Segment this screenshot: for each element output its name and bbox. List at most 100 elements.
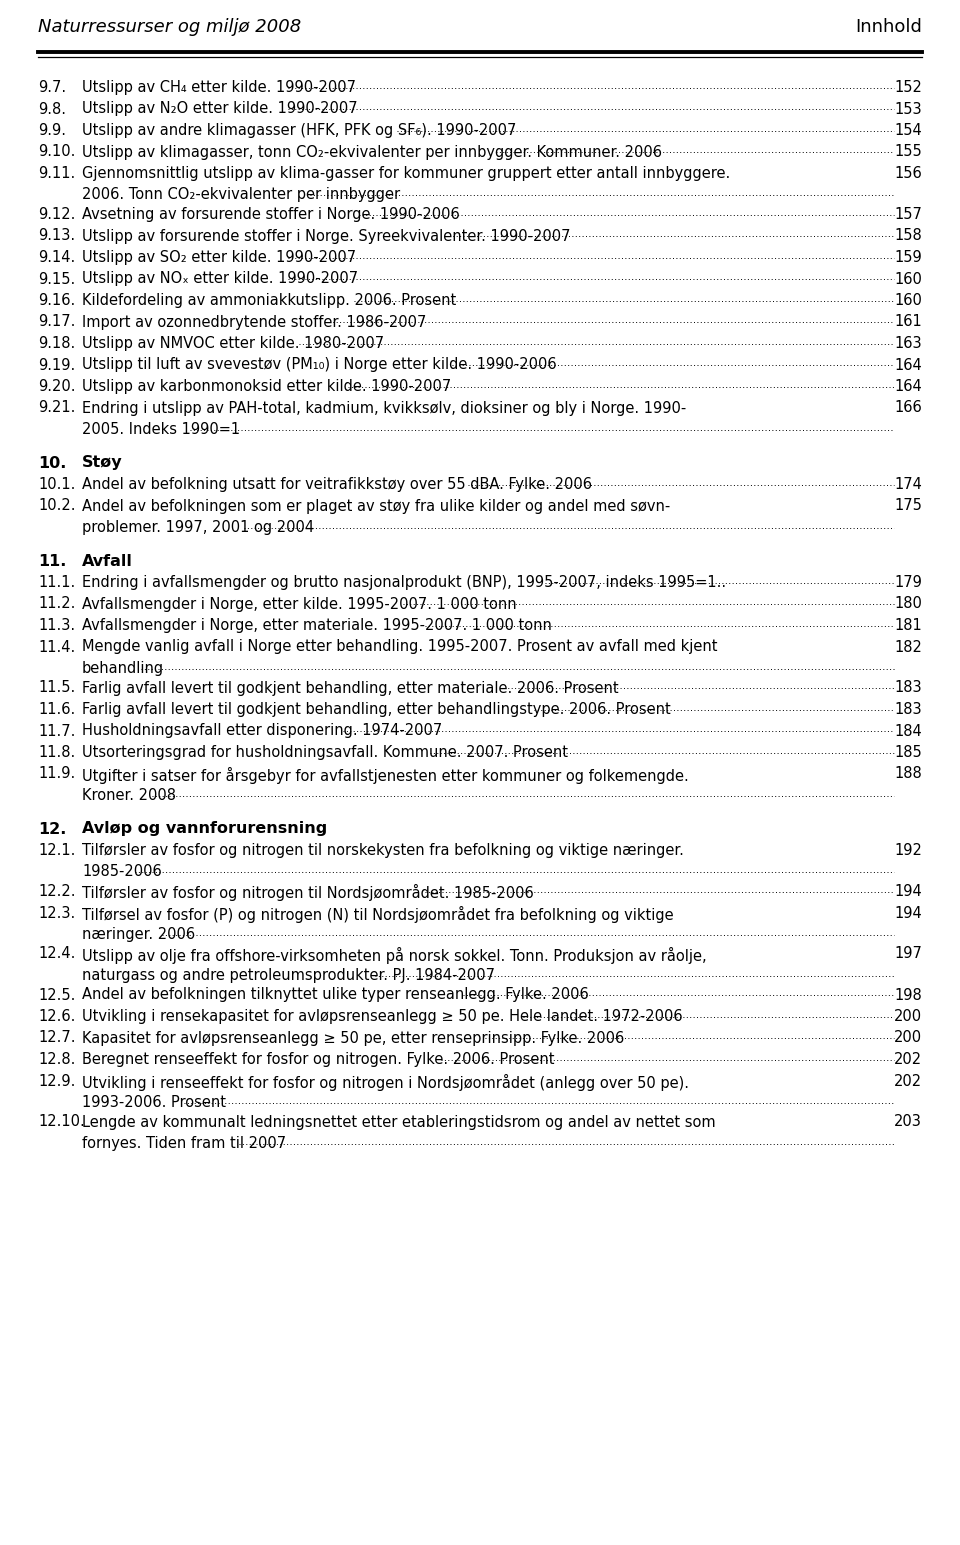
Text: Utslipp av N₂O etter kilde. 1990-2007: Utslipp av N₂O etter kilde. 1990-2007 — [82, 102, 358, 116]
Text: Andel av befolkningen som er plaget av støy fra ulike kilder og andel med søvn-: Andel av befolkningen som er plaget av s… — [82, 499, 670, 513]
Text: Mengde vanlig avfall i Norge etter behandling. 1995-2007. Prosent av avfall med : Mengde vanlig avfall i Norge etter behan… — [82, 640, 717, 655]
Text: Kroner. 2008: Kroner. 2008 — [82, 788, 176, 803]
Text: Støy: Støy — [82, 456, 123, 471]
Text: Avfallsmengder i Norge, etter materiale. 1995-2007. 1 000 tonn: Avfallsmengder i Norge, etter materiale.… — [82, 618, 552, 633]
Text: 11.6.: 11.6. — [38, 701, 75, 717]
Text: naturgass og andre petroleumsprodukter. PJ. 1984-2007: naturgass og andre petroleumsprodukter. … — [82, 969, 495, 983]
Text: 12.2.: 12.2. — [38, 884, 76, 899]
Text: 202: 202 — [894, 1052, 922, 1068]
Text: 11.9.: 11.9. — [38, 766, 75, 782]
Text: 9.21.: 9.21. — [38, 400, 76, 416]
Text: 183: 183 — [895, 701, 922, 717]
Text: 159: 159 — [895, 250, 922, 266]
Text: Endring i utslipp av PAH-total, kadmium, kvikksølv, dioksiner og bly i Norge. 19: Endring i utslipp av PAH-total, kadmium,… — [82, 400, 686, 416]
Text: 11.: 11. — [38, 553, 66, 569]
Text: 9.12.: 9.12. — [38, 207, 76, 222]
Text: 188: 188 — [895, 766, 922, 782]
Text: 202: 202 — [894, 1074, 922, 1089]
Text: Avløp og vannforurensning: Avløp og vannforurensning — [82, 822, 327, 836]
Text: 157: 157 — [894, 207, 922, 222]
Text: 158: 158 — [895, 229, 922, 244]
Text: Utslipp av forsurende stoffer i Norge. Syreekvivalenter. 1990-2007: Utslipp av forsurende stoffer i Norge. S… — [82, 229, 570, 244]
Text: 12.9.: 12.9. — [38, 1074, 76, 1089]
Text: 161: 161 — [895, 315, 922, 329]
Text: 10.1.: 10.1. — [38, 477, 76, 491]
Text: Utsorteringsgrad for husholdningsavfall. Kommune. 2007. Prosent: Utsorteringsgrad for husholdningsavfall.… — [82, 745, 568, 760]
Text: 198: 198 — [895, 987, 922, 1003]
Text: 194: 194 — [895, 905, 922, 921]
Text: 155: 155 — [895, 145, 922, 159]
Text: 9.11.: 9.11. — [38, 165, 75, 181]
Text: 203: 203 — [894, 1114, 922, 1129]
Text: 174: 174 — [894, 477, 922, 491]
Text: fornyes. Tiden fram til 2007: fornyes. Tiden fram til 2007 — [82, 1136, 286, 1151]
Text: Endring i avfallsmengder og brutto nasjonalprodukt (BNP), 1995-2007, indeks 1995: Endring i avfallsmengder og brutto nasjo… — [82, 575, 726, 590]
Text: 12.: 12. — [38, 822, 66, 836]
Text: 11.3.: 11.3. — [38, 618, 75, 633]
Text: 9.15.: 9.15. — [38, 272, 75, 286]
Text: 180: 180 — [894, 596, 922, 612]
Text: 9.8.: 9.8. — [38, 102, 66, 116]
Text: Utslipp til luft av svevestøv (PM₁₀) i Norge etter kilde. 1990-2006: Utslipp til luft av svevestøv (PM₁₀) i N… — [82, 357, 557, 372]
Text: 10.2.: 10.2. — [38, 499, 76, 513]
Text: 192: 192 — [894, 844, 922, 857]
Text: 12.4.: 12.4. — [38, 947, 76, 961]
Text: 200: 200 — [894, 1031, 922, 1046]
Text: Utslipp av CH₄ etter kilde. 1990-2007: Utslipp av CH₄ etter kilde. 1990-2007 — [82, 80, 356, 94]
Text: Utslipp av SO₂ etter kilde. 1990-2007: Utslipp av SO₂ etter kilde. 1990-2007 — [82, 250, 356, 266]
Text: Utslipp av karbonmonoksid etter kilde. 1990-2007: Utslipp av karbonmonoksid etter kilde. 1… — [82, 379, 451, 394]
Text: Utslipp av olje fra offshore-virksomheten på norsk sokkel. Tonn. Produksjon av r: Utslipp av olje fra offshore-virksomhete… — [82, 947, 707, 964]
Text: 163: 163 — [895, 335, 922, 351]
Text: 153: 153 — [895, 102, 922, 116]
Text: Husholdningsavfall etter disponering. 1974-2007: Husholdningsavfall etter disponering. 19… — [82, 723, 443, 739]
Text: Avsetning av forsurende stoffer i Norge. 1990-2006: Avsetning av forsurende stoffer i Norge.… — [82, 207, 460, 222]
Text: 9.10.: 9.10. — [38, 145, 76, 159]
Text: Utslipp av andre klimagasser (HFK, PFK og SF₆). 1990-2007: Utslipp av andre klimagasser (HFK, PFK o… — [82, 124, 516, 138]
Text: næringer. 2006: næringer. 2006 — [82, 927, 195, 942]
Text: 164: 164 — [895, 379, 922, 394]
Text: 154: 154 — [895, 124, 922, 138]
Text: Utvikling i renseeffekt for fosfor og nitrogen i Nordsjøområdet (anlegg over 50 : Utvikling i renseeffekt for fosfor og ni… — [82, 1074, 689, 1091]
Text: Utslipp av NOₓ etter kilde. 1990-2007: Utslipp av NOₓ etter kilde. 1990-2007 — [82, 272, 358, 286]
Text: 175: 175 — [894, 499, 922, 513]
Text: 1993-2006. Prosent: 1993-2006. Prosent — [82, 1095, 226, 1109]
Text: 200: 200 — [894, 1009, 922, 1024]
Text: Innhold: Innhold — [855, 19, 922, 36]
Text: 197: 197 — [894, 947, 922, 961]
Text: 11.8.: 11.8. — [38, 745, 75, 760]
Text: Andel av befolkning utsatt for veitrafikkstøy over 55 dBA. Fylke. 2006: Andel av befolkning utsatt for veitrafik… — [82, 477, 592, 491]
Text: 160: 160 — [894, 272, 922, 286]
Text: Utslipp av NMVOC etter kilde. 1980-2007: Utslipp av NMVOC etter kilde. 1980-2007 — [82, 335, 384, 351]
Text: 182: 182 — [894, 640, 922, 655]
Text: Farlig avfall levert til godkjent behandling, etter materiale. 2006. Prosent: Farlig avfall levert til godkjent behand… — [82, 680, 618, 695]
Text: 152: 152 — [894, 80, 922, 94]
Text: 9.20.: 9.20. — [38, 379, 76, 394]
Text: 11.4.: 11.4. — [38, 640, 75, 655]
Text: Utslipp av klimagasser, tonn CO₂-ekvivalenter per innbygger. Kommuner. 2006: Utslipp av klimagasser, tonn CO₂-ekvival… — [82, 145, 662, 159]
Text: 9.7.: 9.7. — [38, 80, 66, 94]
Text: Utvikling i rensekapasitet for avløpsrenseanlegg ≥ 50 pe. Hele landet. 1972-2006: Utvikling i rensekapasitet for avløpsren… — [82, 1009, 683, 1024]
Text: 9.14.: 9.14. — [38, 250, 75, 266]
Text: 183: 183 — [895, 680, 922, 695]
Text: 11.1.: 11.1. — [38, 575, 75, 590]
Text: 2006. Tonn CO₂-ekvivalenter per innbygger: 2006. Tonn CO₂-ekvivalenter per innbygge… — [82, 187, 400, 202]
Text: 185: 185 — [895, 745, 922, 760]
Text: Beregnet renseeffekt for fosfor og nitrogen. Fylke. 2006. Prosent: Beregnet renseeffekt for fosfor og nitro… — [82, 1052, 555, 1068]
Text: 11.7.: 11.7. — [38, 723, 76, 739]
Text: 12.10.: 12.10. — [38, 1114, 84, 1129]
Text: 9.16.: 9.16. — [38, 294, 75, 307]
Text: Kapasitet for avløpsrenseanlegg ≥ 50 pe, etter renseprinsipp. Fylke. 2006: Kapasitet for avløpsrenseanlegg ≥ 50 pe,… — [82, 1031, 624, 1046]
Text: 156: 156 — [895, 165, 922, 181]
Text: Farlig avfall levert til godkjent behandling, etter behandlingstype. 2006. Prose: Farlig avfall levert til godkjent behand… — [82, 701, 671, 717]
Text: Gjennomsnittlig utslipp av klima-gasser for kommuner gruppert etter antall innby: Gjennomsnittlig utslipp av klima-gasser … — [82, 165, 731, 181]
Text: Import av ozonnedbrytende stoffer. 1986-2007: Import av ozonnedbrytende stoffer. 1986-… — [82, 315, 426, 329]
Text: 166: 166 — [895, 400, 922, 416]
Text: Avfall: Avfall — [82, 553, 132, 569]
Text: 10.: 10. — [38, 456, 66, 471]
Text: 1985-2006: 1985-2006 — [82, 865, 161, 879]
Text: 2005. Indeks 1990=1: 2005. Indeks 1990=1 — [82, 422, 240, 437]
Text: 12.8.: 12.8. — [38, 1052, 76, 1068]
Text: 9.17.: 9.17. — [38, 315, 76, 329]
Text: Tilførsler av fosfor og nitrogen til Nordsjøområdet. 1985-2006: Tilførsler av fosfor og nitrogen til Nor… — [82, 884, 534, 901]
Text: Tilførsel av fosfor (P) og nitrogen (N) til Nordsjøområdet fra befolkning og vik: Tilførsel av fosfor (P) og nitrogen (N) … — [82, 905, 674, 922]
